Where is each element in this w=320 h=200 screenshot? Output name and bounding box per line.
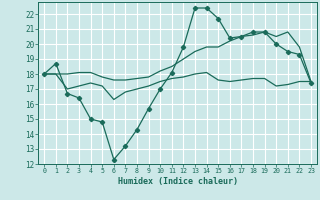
X-axis label: Humidex (Indice chaleur): Humidex (Indice chaleur) bbox=[118, 177, 238, 186]
